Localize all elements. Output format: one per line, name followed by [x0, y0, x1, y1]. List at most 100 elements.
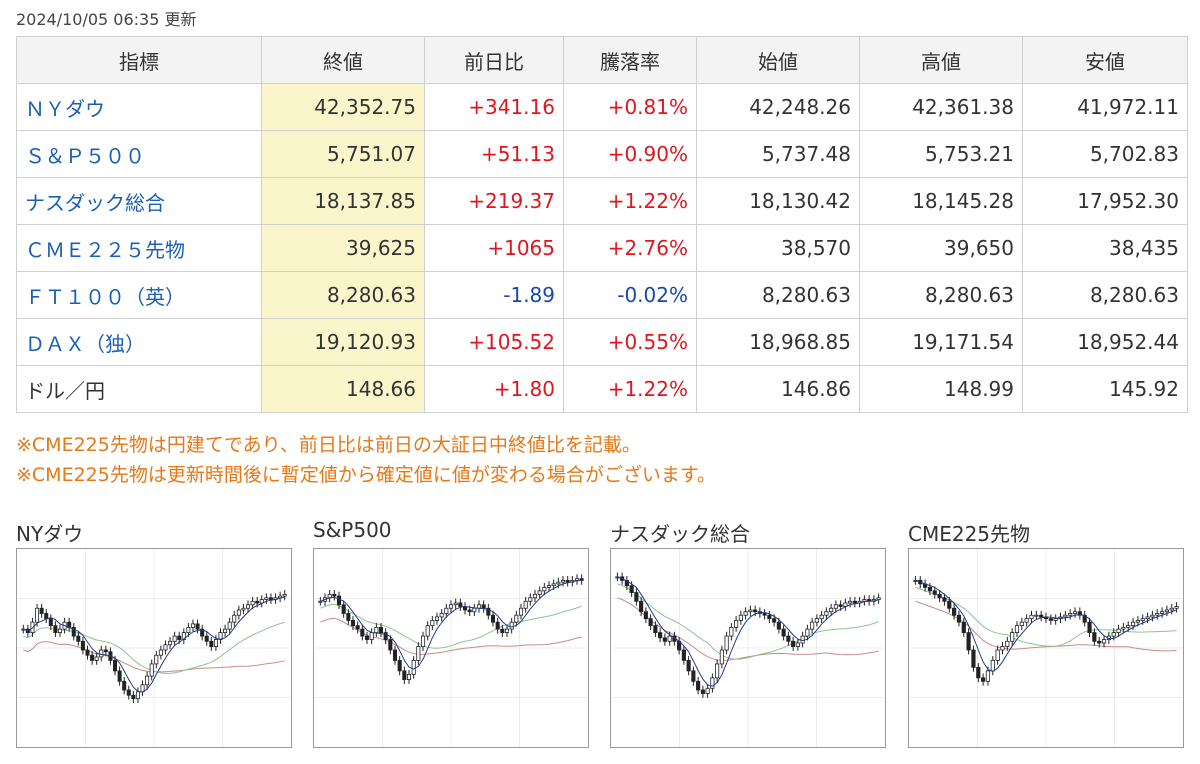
open-value: 146.86 [696, 365, 860, 413]
candle-body [232, 614, 237, 623]
table-row: ＣＭＥ２２５先物 39,625 +1065 +2.76% 38,570 39,650 38,… [16, 224, 1188, 272]
rate-value: +1.22% [563, 365, 697, 413]
header-open: 始値 [696, 36, 860, 84]
candle-body [1029, 614, 1034, 620]
candle-body [204, 635, 209, 642]
candle-body [53, 625, 58, 633]
candle-body [1155, 613, 1160, 616]
note-line: ※CME225先物は更新時間後に暫定値から確定値に値が変わる場合がございます。 [16, 464, 716, 486]
candle-body [350, 620, 356, 627]
candle-body [1164, 609, 1170, 613]
candle-body [434, 616, 440, 621]
candle-body [1024, 618, 1029, 623]
candle-body [172, 635, 177, 642]
candle-body [1169, 607, 1174, 611]
candle-body [966, 632, 971, 651]
candle-body [448, 604, 454, 609]
low-value: 41,972.11 [1022, 83, 1188, 131]
chart-sp500[interactable]: S&P500 [313, 518, 589, 748]
header-index: 指標 [16, 36, 262, 84]
index-name[interactable]: ナスダック総合 [16, 177, 262, 225]
change-value: +1.80 [424, 365, 564, 413]
candle-body [195, 623, 200, 630]
table-row: ＤＡＸ（独） 19,120.93 +105.52 +0.55% 18,968.85 19,… [16, 318, 1188, 366]
chart-cme225[interactable]: CME225先物 [908, 518, 1184, 748]
candle-body [481, 604, 486, 609]
candle-body [135, 691, 140, 700]
index-name[interactable]: ＣＭＥ２２５先物 [16, 224, 262, 272]
candle-body [738, 614, 743, 621]
candle-body [700, 689, 705, 694]
high-value: 18,145.28 [859, 177, 1023, 225]
market-index-table: 指標 終値 前日比 騰落率 始値 高値 安値 ＮＹダウ 42,352.75 +341… [16, 36, 1188, 413]
candle-body [705, 687, 710, 694]
candle-body [514, 614, 519, 623]
candle-body [318, 600, 323, 603]
chart-nasdaq-plot[interactable] [610, 548, 886, 748]
candle-body [1019, 621, 1024, 627]
candle-body [154, 654, 159, 665]
candle-body [397, 660, 402, 672]
candle-body [406, 673, 412, 680]
candle-body [1048, 618, 1053, 621]
table-row: ＮＹダウ 42,352.75 +341.16 +0.81% 42,248.26 42,36… [16, 83, 1188, 131]
candle-body [537, 590, 542, 595]
candle-body [748, 609, 753, 613]
chart-nydow-plot[interactable] [16, 548, 292, 748]
moving-average-mid [23, 621, 285, 674]
candle-body [528, 597, 533, 602]
candle-body [71, 626, 76, 637]
candle-body [937, 593, 942, 599]
candle-body [1135, 620, 1140, 623]
candle-body [734, 620, 739, 628]
candle-body [332, 593, 337, 597]
moving-average-mid [617, 583, 879, 660]
candle-body [48, 618, 53, 627]
chart-nydow[interactable]: NYダウ [16, 518, 292, 748]
candle-body [495, 621, 500, 630]
candle-body [158, 649, 163, 656]
candle-body [35, 607, 40, 623]
candle-body [743, 611, 748, 616]
candle-body [546, 585, 552, 588]
index-name[interactable]: Ｓ＆Ｐ５００ [16, 130, 262, 178]
candle-body [852, 600, 857, 604]
open-value: 8,280.63 [696, 271, 860, 319]
candle-body [686, 660, 691, 672]
candle-body [1000, 646, 1005, 651]
change-value: +51.13 [424, 130, 564, 178]
low-value: 38,435 [1022, 224, 1188, 272]
chart-sp500-plot[interactable] [313, 548, 589, 748]
candle-body [1063, 614, 1068, 618]
candle-body [927, 586, 933, 592]
candle-body [420, 635, 426, 647]
index-name[interactable]: ＦＴ１００（英） [16, 271, 262, 319]
candle-body [392, 649, 398, 661]
index-name[interactable]: ＤＡＸ（独） [16, 318, 262, 366]
notes: ※CME225先物は円建てであり、前日比は前日の大証日中終値比を記載。 ※CME… [16, 430, 716, 490]
candle-body [200, 628, 205, 637]
chart-title: ナスダック総合 [610, 522, 750, 546]
candle-body [236, 609, 241, 616]
candle-body [1174, 606, 1179, 609]
candle-body [360, 628, 365, 637]
table-row: Ｓ＆Ｐ５００ 5,751.07 +51.13 +0.90% 5,737.48 5,753.… [16, 130, 1188, 178]
candle-body [282, 593, 287, 597]
candle-body [241, 607, 246, 611]
candle-body [767, 614, 772, 620]
candle-body [976, 667, 981, 679]
candle-body [810, 621, 815, 630]
header-close: 終値 [261, 36, 425, 84]
candle-body [122, 680, 127, 691]
chart-cme225-plot[interactable] [908, 548, 1184, 748]
candle-body [971, 649, 976, 668]
low-value: 145.92 [1022, 365, 1188, 413]
candle-body [430, 620, 435, 627]
candle-body [772, 618, 777, 623]
candle-body [444, 607, 449, 614]
candle-body [565, 579, 570, 583]
note-line: ※CME225先物は円建てであり、前日比は前日の大証日中終値比を記載。 [16, 434, 641, 456]
chart-nasdaq[interactable]: ナスダック総合 [610, 518, 886, 748]
index-name[interactable]: ＮＹダウ [16, 83, 262, 131]
candle-body [639, 600, 644, 613]
